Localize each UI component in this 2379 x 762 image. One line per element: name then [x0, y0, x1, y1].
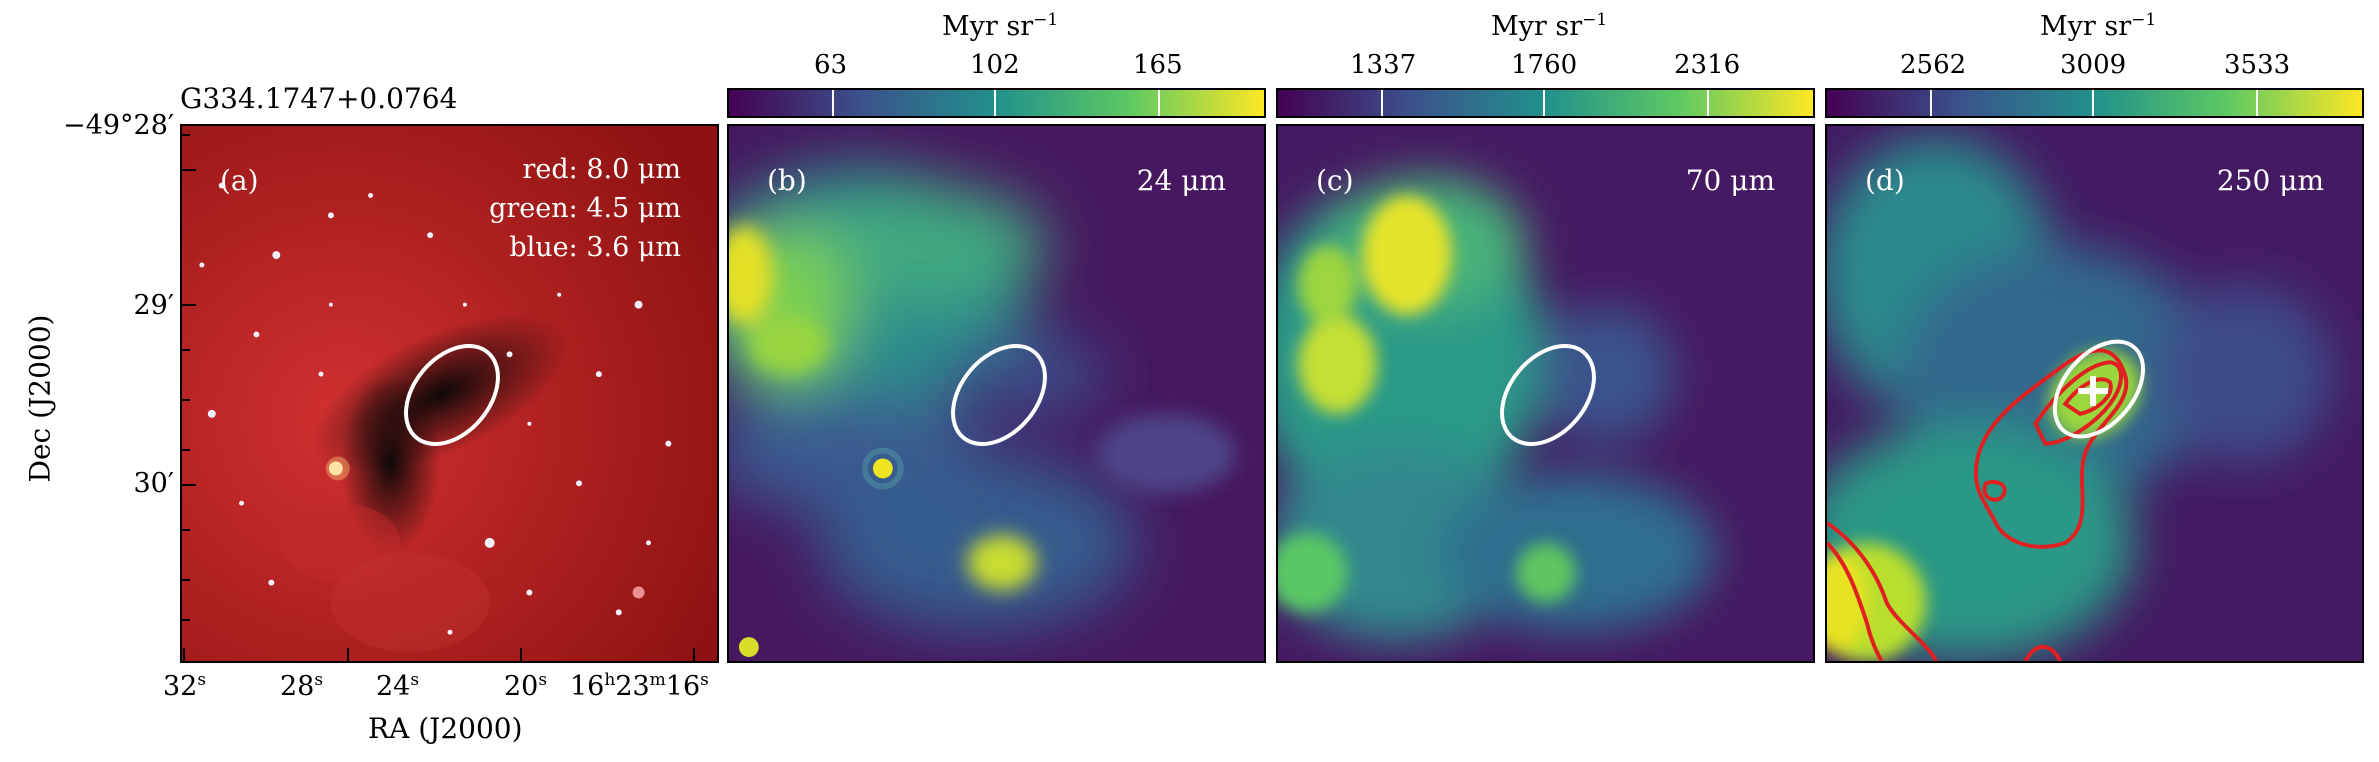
colorbar-b-tick: 63: [814, 50, 848, 80]
panel-d-wavelength: 250 μm: [2216, 164, 2324, 197]
peak-cross-icon: [2078, 376, 2108, 406]
xtick-label: 20s: [504, 670, 548, 702]
legend-green: green: 4.5 μm: [489, 193, 681, 224]
colorbar-c-tick: 1760: [1511, 50, 1578, 80]
colorbar-b: [727, 88, 1266, 118]
ytick-label: 30′: [133, 468, 175, 499]
panel-a-rgb-image: (a) red: 8.0 μm green: 4.5 μm blue: 3.6 …: [180, 124, 719, 663]
colorbar-unit-d: Myr sr−1: [2040, 10, 2157, 42]
panel-c-wavelength: 70 μm: [1685, 164, 1775, 197]
colorbar-d: [1825, 88, 2364, 118]
source-name: G334.1747+0.0764: [180, 82, 458, 115]
panel-d-250um-map: (d) 250 μm: [1825, 124, 2364, 663]
colorbar-d-tick: 3533: [2224, 50, 2291, 80]
ytick-label: 29′: [133, 290, 175, 321]
colorbar-c-tick: 1337: [1350, 50, 1417, 80]
colorbar-c-tick: 2316: [1674, 50, 1741, 80]
panel-c-70um-map: (c) 70 μm: [1276, 124, 1815, 663]
rgb-legend: red: 8.0 μm green: 4.5 μm blue: 3.6 μm: [489, 150, 681, 267]
panel-a-label: (a): [220, 164, 259, 197]
colorbar-unit-c: Myr sr−1: [1491, 10, 1608, 42]
ytick-label: −49°28′: [63, 110, 174, 141]
xtick-label: 32s: [163, 670, 207, 702]
colorbar-d-tick: 3009: [2060, 50, 2127, 80]
panel-b-24um-map: (b) 24 μm: [727, 124, 1266, 663]
x-axis-label: RA (J2000): [368, 712, 523, 745]
xtick-label: 28s: [280, 670, 324, 702]
y-axis-label: Dec (J2000): [23, 314, 57, 483]
colorbar-d-tick: 2562: [1900, 50, 1967, 80]
legend-blue: blue: 3.6 μm: [509, 232, 681, 263]
legend-red: red: 8.0 μm: [522, 154, 681, 185]
colorbar-b-tick: 165: [1133, 50, 1183, 80]
xtick-label: 24s: [376, 670, 420, 702]
panel-b-wavelength: 24 μm: [1136, 164, 1226, 197]
panel-c-label: (c): [1316, 164, 1354, 197]
panel-d-label: (d): [1865, 164, 1905, 197]
colorbar-c: [1276, 88, 1815, 118]
colorbar-unit-b: Myr sr−1: [942, 10, 1059, 42]
xtick-label: 16h23m16s: [570, 670, 709, 702]
colorbar-b-tick: 102: [970, 50, 1020, 80]
panel-b-label: (b): [767, 164, 807, 197]
